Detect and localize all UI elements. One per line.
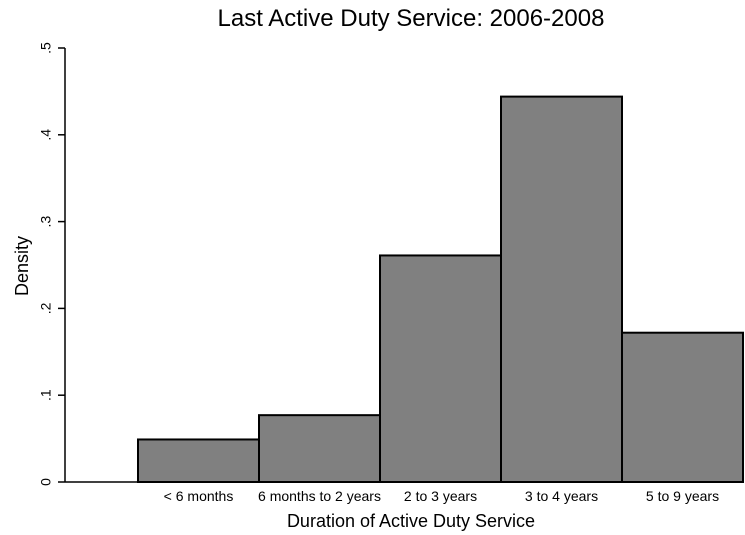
y-tick-label: .3 [38,216,54,228]
y-tick-label: .4 [38,129,54,141]
y-tick-label: .1 [38,389,54,401]
plot-area: 0 .1 .2 .3 .4 .5 < 6 months 6 months to 2 year… [38,42,744,504]
x-tick-label: 5 to 9 years [646,488,719,504]
y-axis: 0 .1 .2 .3 .4 .5 [38,42,66,486]
histogram-bar [500,95,623,483]
x-tick-label: 6 months to 2 years [258,488,381,504]
bars [137,95,744,484]
y-tick-label: .2 [38,302,54,314]
histogram-bar [137,438,260,483]
x-axis-label: Duration of Active Duty Service [287,511,535,531]
chart-title: Last Active Duty Service: 2006-2008 [218,5,605,32]
histogram-bar [379,254,502,483]
x-tick-label: 3 to 4 years [525,488,598,504]
histogram-bar [258,414,381,483]
y-tick-label: 0 [38,478,54,486]
histogram-bar [621,331,744,484]
x-tick-label: < 6 months [164,488,234,504]
y-tick-label: .5 [38,42,54,54]
y-axis-label: Density [12,236,32,296]
x-tick-label: 2 to 3 years [404,488,477,504]
x-axis: < 6 months 6 months to 2 years 2 to 3 year… [65,481,742,504]
